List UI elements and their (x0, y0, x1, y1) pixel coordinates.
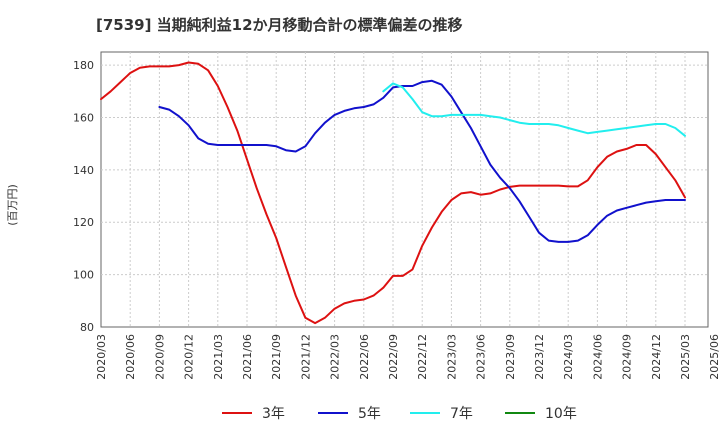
y-tick-label: 120 (73, 216, 94, 229)
y-tick-label: 80 (80, 321, 94, 334)
x-tick-label: 2022/09 (387, 334, 400, 380)
legend-label: 3年 (262, 406, 285, 422)
x-tick-label: 2024/06 (591, 334, 604, 380)
y-tick-label: 180 (73, 59, 94, 72)
x-tick-label: 2023/12 (533, 334, 546, 380)
x-tick-label: 2020/03 (95, 334, 108, 380)
y-tick-label: 140 (73, 164, 94, 177)
x-tick-label: 2021/06 (241, 334, 254, 380)
chart-title: [7539] 当期純利益12か月移動合計の標準偏差の推移 (96, 16, 463, 34)
series-line-3 (382, 82, 686, 137)
x-tick-label: 2023/03 (445, 334, 458, 380)
y-tick-label: 100 (73, 269, 94, 282)
x-tick-label: 2022/03 (329, 334, 342, 380)
x-tick-label: 2025/03 (679, 334, 692, 380)
plot-area (100, 51, 709, 328)
series-line-1 (100, 61, 686, 325)
x-tick-label: 2025/06 (708, 334, 720, 380)
legend-label: 7年 (450, 406, 473, 422)
x-tick-label: 2020/12 (183, 334, 196, 380)
x-tick-label: 2020/06 (124, 334, 137, 380)
series-lines (100, 61, 686, 325)
x-tick-label: 2022/06 (358, 334, 371, 380)
x-tick-label: 2023/06 (475, 334, 488, 380)
y-tick-labels: 80 100 120 140 160 180 (73, 59, 94, 334)
legend-label: 10年 (545, 406, 577, 422)
x-tick-label: 2022/12 (416, 334, 429, 380)
x-tick-label: 2024/09 (621, 334, 634, 380)
legend: 3年 5年 7年 10年 (222, 406, 577, 422)
x-tick-label: 2021/09 (270, 334, 283, 380)
x-tick-labels: 2020/03 2020/06 2020/09 2020/12 2021/03 2021/… (95, 334, 720, 380)
x-tick-label: 2021/03 (212, 334, 225, 380)
y-tick-label: 160 (73, 111, 94, 124)
series-line-2 (158, 79, 686, 243)
x-tick-label: 2024/03 (562, 334, 575, 380)
x-tick-label: 2021/12 (299, 334, 312, 380)
legend-label: 5年 (358, 406, 381, 422)
gridlines (101, 52, 708, 327)
x-tick-label: 2023/09 (504, 334, 517, 380)
x-tick-label: 2020/09 (153, 334, 166, 380)
x-tick-label: 2024/12 (650, 334, 663, 380)
y-axis-label: (百万円) (6, 184, 19, 226)
